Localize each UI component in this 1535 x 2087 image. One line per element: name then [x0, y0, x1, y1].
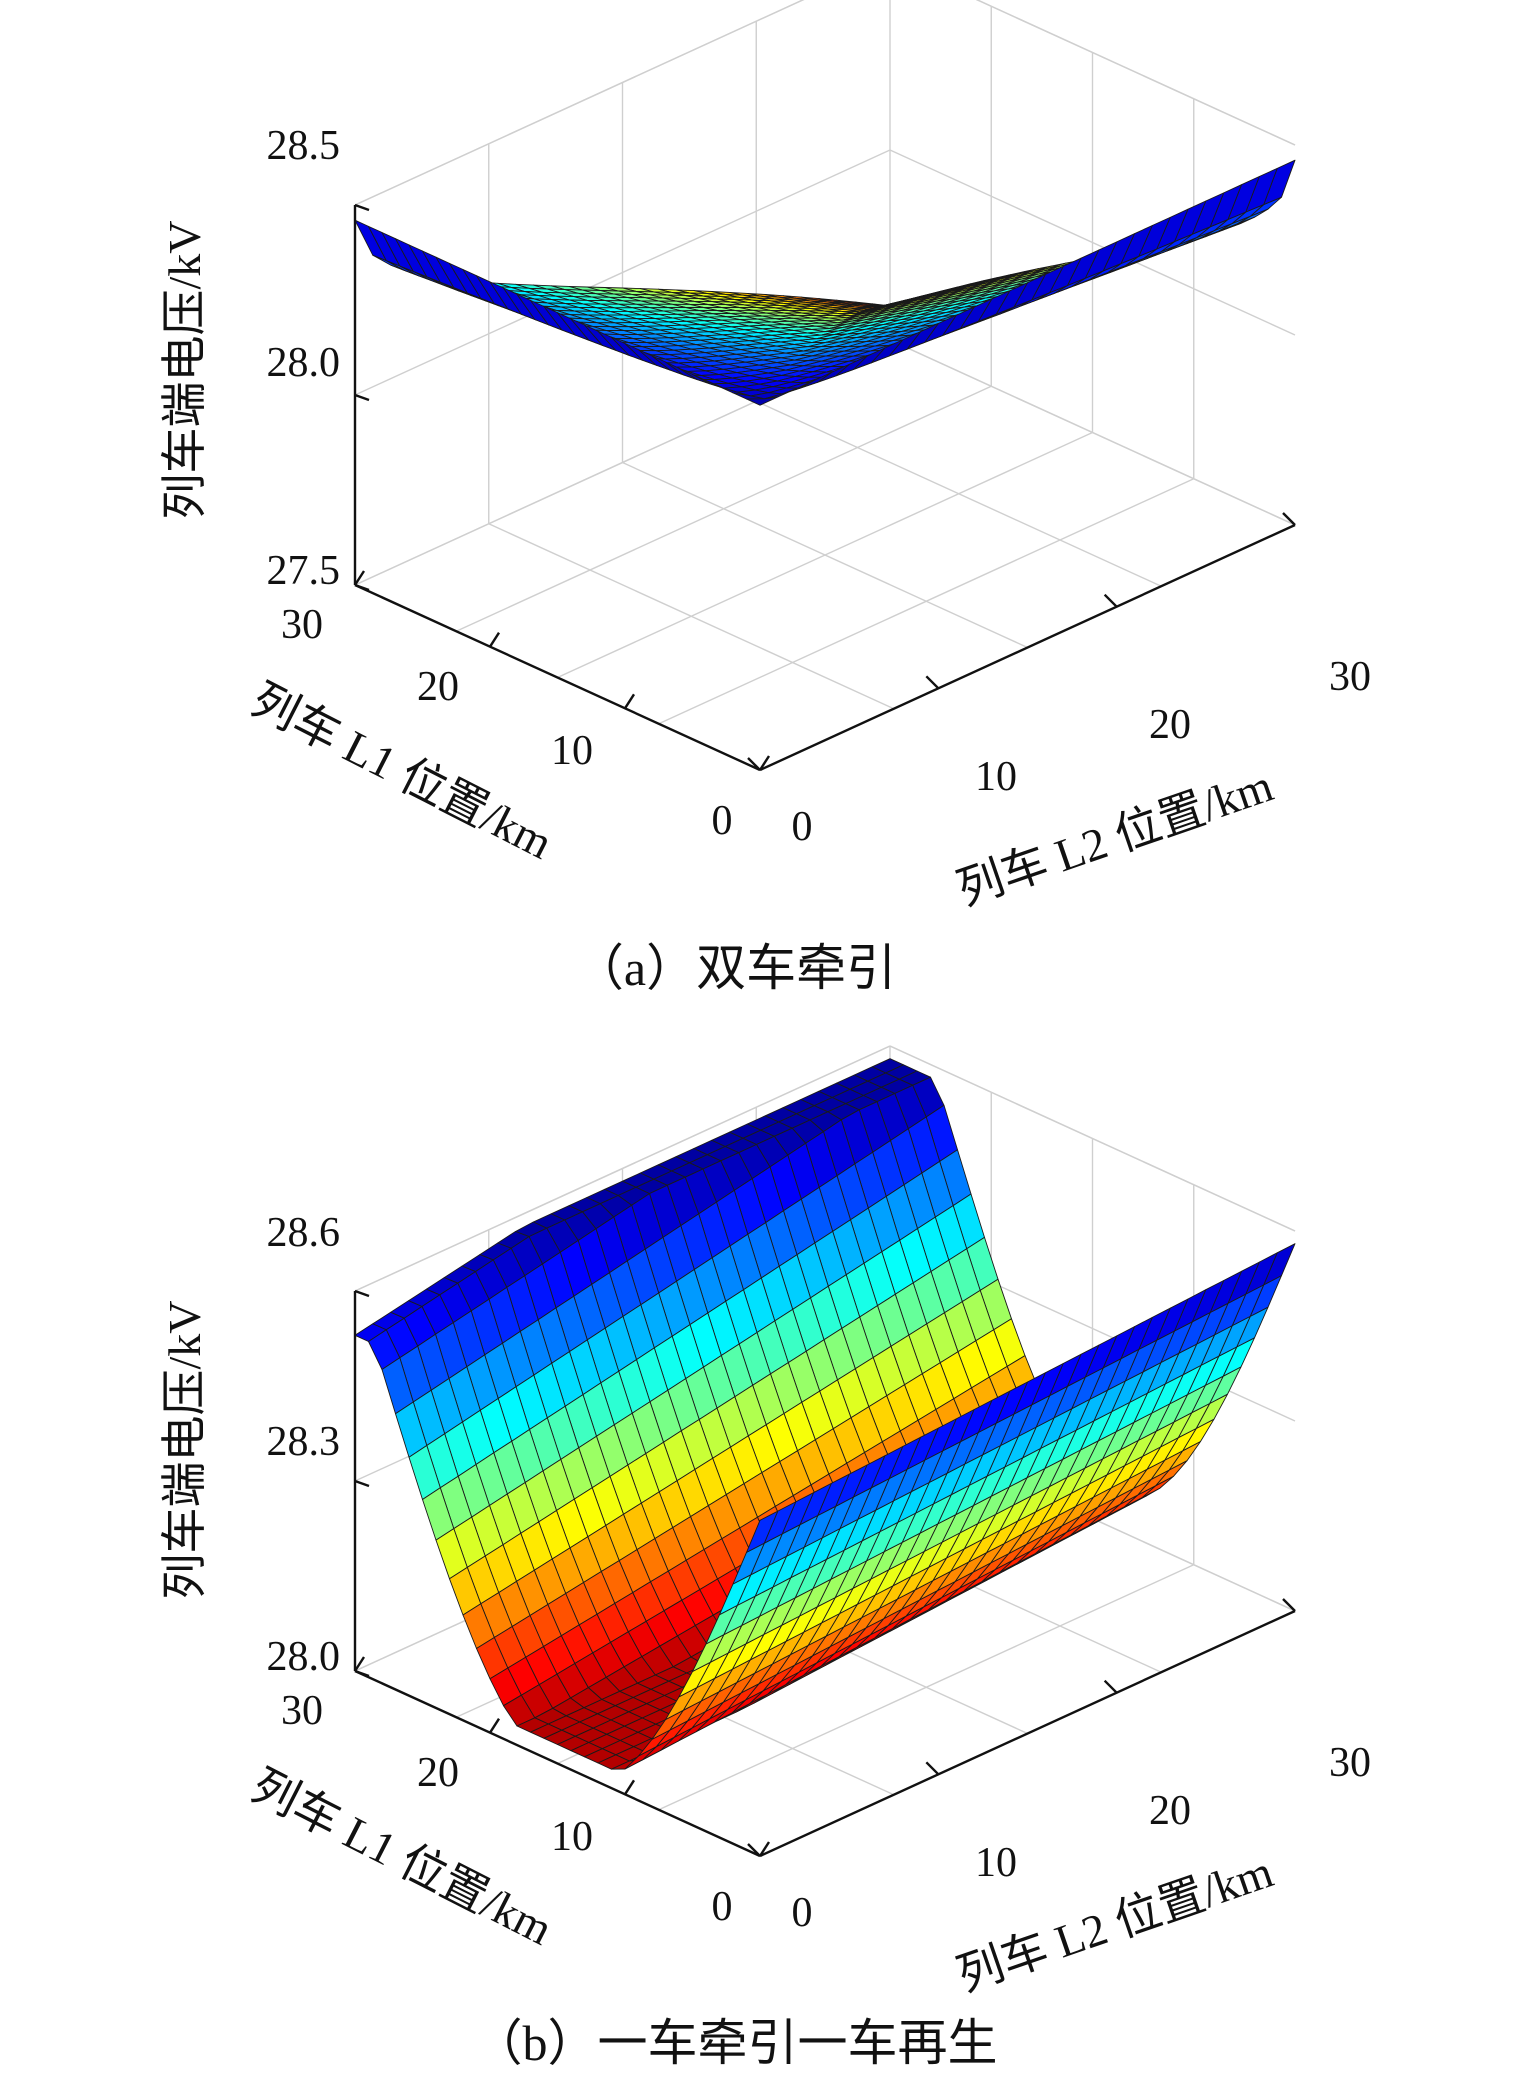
y-tick-b-3: 30: [1329, 1740, 1371, 1786]
x-axis-line: [354, 583, 761, 772]
y-tick-a-1: 10: [975, 754, 1017, 800]
x-tick-a-2: 20: [417, 664, 459, 710]
z-tick-b-2: 28.6: [267, 1210, 341, 1256]
z-tick-mark: [354, 1669, 370, 1678]
z-tick-mark: [354, 203, 370, 212]
x-tick-mark: [353, 570, 366, 586]
y-tick-mark: [1103, 593, 1118, 608]
surface-cell: [746, 1510, 779, 1553]
caption-b: （b）一车牵引一车再生: [473, 2015, 998, 2071]
y-tick-a-2: 20: [1149, 702, 1191, 748]
x-tick-a-3: 30: [281, 602, 323, 648]
top-edge: [975, 0, 1296, 146]
z-tick-mark: [354, 393, 370, 402]
x-tick-mark: [488, 632, 501, 648]
y-tick-b-1: 10: [975, 1840, 1017, 1886]
x-tick-mark: [623, 1779, 636, 1795]
z-tick-mark: [354, 1479, 370, 1488]
x-tick-b-1: 10: [551, 1814, 593, 1860]
axes-front-a: [353, 203, 1297, 772]
x-tick-b-2: 20: [417, 1750, 459, 1796]
y-axis-line: [759, 523, 1296, 772]
y-tick-a-0: 0: [792, 804, 813, 850]
x-tick-mark: [758, 1841, 771, 1857]
top-edge: [354, 1045, 891, 1292]
axes-front-b: [353, 1289, 1297, 1858]
z-axis-label-b: 列车端电压/kV: [159, 1301, 210, 1600]
panel-a: 27.5 28.0 28.5 0 10 20 30 0 10 20 30 列车端…: [159, 0, 1371, 996]
top-edge: [889, 1045, 1296, 1232]
z-tick-mark: [354, 583, 370, 592]
top-edge: [354, 0, 805, 206]
x-tick-a-1: 10: [551, 728, 593, 774]
caption-a: （a）双车牵引: [574, 940, 896, 996]
surface-cell: [746, 396, 779, 406]
floor-grid-t: [622, 461, 1028, 649]
x-tick-mark: [353, 1656, 366, 1672]
y-tick-mark: [1103, 1679, 1118, 1694]
z-axis-label-a: 列车端电压/kV: [159, 221, 210, 520]
y-tick-mark: [925, 675, 940, 690]
y-tick-a-3: 30: [1329, 654, 1371, 700]
y-axis-line: [759, 1609, 1296, 1858]
surface-a: [354, 159, 1296, 406]
z-tick-b-0: 28.0: [267, 1634, 341, 1680]
x-axis-label-a: 列车 L1 位置/km: [244, 674, 561, 869]
floor-grid-s: [455, 385, 992, 632]
x-axis-label-b: 列车 L1 位置/km: [244, 1760, 561, 1955]
y-tick-mark: [1282, 1598, 1296, 1612]
x-tick-mark: [488, 1718, 501, 1734]
y-tick-mark: [1282, 512, 1296, 526]
x-axis-line: [354, 1669, 761, 1858]
z-tick-b-1: 28.3: [267, 1419, 341, 1465]
floor-edge: [889, 339, 1296, 526]
y-tick-b-0: 0: [792, 1890, 813, 1936]
surface-b: [354, 1058, 1296, 1770]
z-tick-a-1: 28.0: [267, 340, 341, 386]
y-tick-mark: [747, 1843, 761, 1857]
panel-b: 28.0 28.3 28.6 0 10 20 30 0 10 20 30 列车端…: [159, 1045, 1371, 2071]
x-tick-a-0: 0: [712, 798, 733, 844]
y-tick-mark: [925, 1761, 940, 1776]
x-tick-mark: [623, 693, 636, 709]
wall-grid-z: [889, 149, 1296, 336]
floor-grid-t: [755, 400, 1162, 587]
wall-grid-z: [354, 149, 891, 396]
x-tick-b-3: 30: [281, 1688, 323, 1734]
z-tick-a-2: 28.5: [267, 123, 341, 169]
y-tick-b-2: 20: [1149, 1788, 1191, 1834]
y-tick-mark: [747, 757, 761, 771]
x-tick-b-0: 0: [712, 1884, 733, 1930]
z-tick-a-0: 27.5: [267, 548, 341, 594]
x-tick-mark: [758, 755, 771, 771]
z-tick-mark: [354, 1289, 370, 1298]
